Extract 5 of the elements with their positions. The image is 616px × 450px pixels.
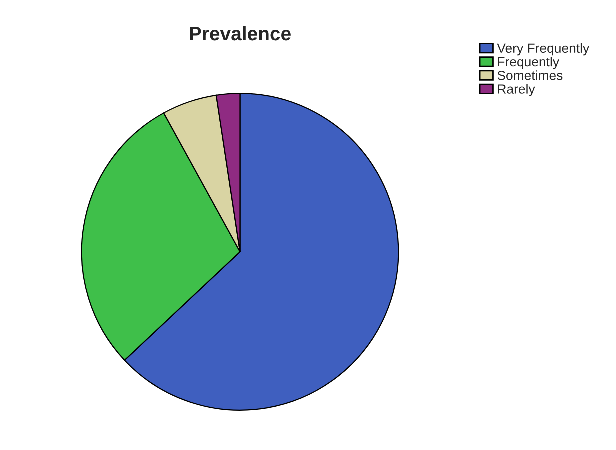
legend-label: Very Frequently: [497, 43, 590, 56]
legend-label: Rarely: [498, 84, 536, 97]
legend-label: Frequently: [498, 56, 560, 70]
legend-label: Sometimes: [498, 70, 563, 80]
chart-title: Prevalence: [190, 26, 291, 41]
